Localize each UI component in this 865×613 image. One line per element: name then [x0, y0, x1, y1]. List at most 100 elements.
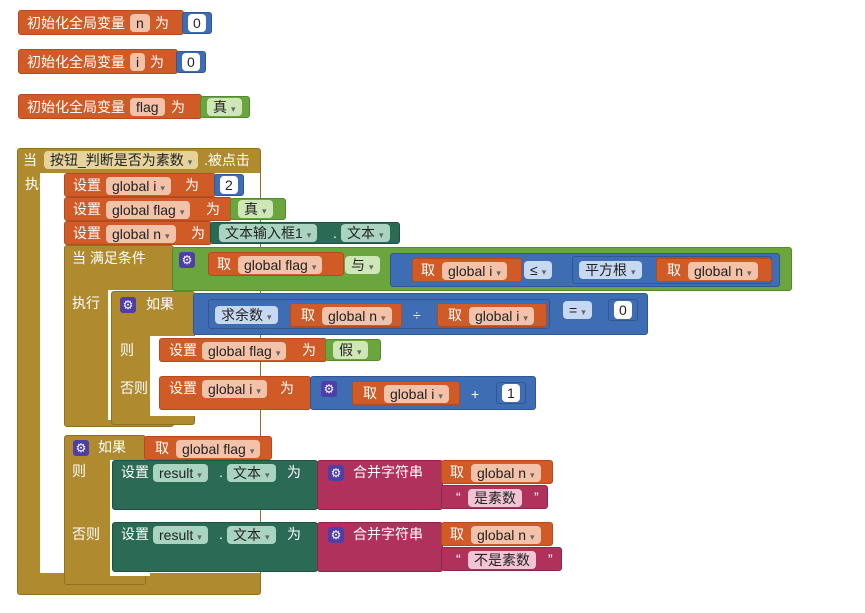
init-global-flag[interactable]: 初始化全局变量 flag 为	[18, 94, 202, 119]
set-global-i[interactable]: 设置 global i ▾ 为	[64, 173, 216, 197]
set-global-flag[interactable]: 设置 global flag ▾ 为	[159, 338, 327, 362]
init-global-n[interactable]: 初始化全局变量 n 为	[18, 10, 184, 35]
get-global-flag[interactable]: 取 global flag ▾	[208, 252, 344, 276]
get-label: 取	[450, 464, 464, 480]
equals-operator-dropdown[interactable]: = ▾	[563, 301, 592, 319]
get-global-i[interactable]: 取 global i ▾	[352, 381, 460, 405]
var-dropdown[interactable]: global n ▾	[471, 464, 541, 482]
component-dropdown[interactable]: result ▾	[153, 464, 208, 482]
init-label: 初始化全局变量	[27, 99, 125, 115]
to-label: 为	[302, 342, 316, 358]
string-value[interactable]: 不是素数	[468, 551, 536, 569]
join-label: 合并字符串	[353, 464, 423, 480]
get-global-n[interactable]: 取 global n ▾	[656, 258, 772, 282]
boolean-value[interactable]: 真 ▾	[207, 98, 242, 116]
mutator-gear-icon[interactable]: ⚙	[120, 297, 136, 313]
component-dropdown[interactable]: result ▾	[153, 526, 208, 544]
var-dropdown[interactable]: global i ▾	[469, 307, 534, 325]
join-block[interactable]: ⚙ 合并字符串	[317, 522, 443, 572]
to-label: 为	[287, 526, 301, 542]
var-dropdown[interactable]: global flag ▾	[202, 342, 287, 360]
var-dropdown[interactable]: global i ▾	[384, 385, 449, 403]
init-global-i[interactable]: 初始化全局变量 i 为	[18, 49, 178, 74]
property-dropdown[interactable]: 文本 ▾	[341, 224, 390, 242]
textbox-text-getter[interactable]: 文本输入框1 ▾ . 文本 ▾	[210, 222, 400, 244]
dot-label: .	[219, 526, 223, 542]
plus-label: +	[471, 386, 480, 402]
set-label: 设置	[73, 225, 101, 241]
boolean-block[interactable]: 真 ▾	[230, 198, 286, 220]
join-label: 合并字符串	[353, 526, 423, 542]
compare-operator-dropdown[interactable]: ≤ ▾	[524, 261, 553, 279]
number-value[interactable]: 2	[220, 176, 238, 194]
get-global-n[interactable]: 取 global n ▾	[441, 460, 553, 484]
var-dropdown[interactable]: global n ▾	[322, 307, 392, 325]
set-label: 设置	[121, 526, 149, 542]
set-global-flag[interactable]: 设置 global flag ▾ 为	[64, 197, 232, 221]
var-name-n[interactable]: n	[130, 14, 150, 32]
as-label: 为	[150, 54, 164, 70]
var-dropdown[interactable]: global i ▾	[106, 177, 171, 195]
mutator-gear-icon[interactable]: ⚙	[321, 381, 337, 397]
number-value[interactable]: 0	[182, 53, 200, 71]
property-dropdown[interactable]: 文本 ▾	[227, 526, 276, 544]
string-block[interactable]: “ 不是素数 ”	[441, 547, 562, 571]
var-name-flag[interactable]: flag	[130, 98, 165, 116]
dot-label: .	[219, 464, 223, 480]
and-operator-dropdown[interactable]: 与 ▾	[345, 256, 380, 274]
var-dropdown[interactable]: global flag ▾	[176, 440, 261, 458]
var-dropdown[interactable]: global flag ▾	[238, 256, 323, 274]
mutator-gear-icon[interactable]: ⚙	[328, 465, 344, 481]
boolean-value[interactable]: 真 ▾	[238, 200, 273, 218]
boolean-block[interactable]: 真 ▾	[200, 96, 250, 118]
get-global-i[interactable]: 取 global i ▾	[437, 303, 547, 327]
number-block[interactable]: 1	[496, 382, 526, 404]
mutator-gear-icon[interactable]: ⚙	[179, 252, 195, 268]
var-dropdown[interactable]: global n ▾	[688, 262, 758, 280]
as-label: 为	[155, 15, 169, 31]
get-global-n[interactable]: 取 global n ▾	[290, 303, 402, 327]
component-dropdown[interactable]: 文本输入框1 ▾	[219, 224, 318, 242]
set-result-text[interactable]: 设置 result ▾ . 文本 ▾ 为	[112, 460, 318, 510]
quote-open: “	[456, 551, 461, 567]
set-label: 设置	[121, 464, 149, 480]
get-global-i[interactable]: 取 global i ▾	[412, 258, 522, 282]
get-global-n[interactable]: 取 global n ▾	[441, 522, 553, 546]
set-global-n[interactable]: 设置 global n ▾ 为	[64, 221, 212, 245]
get-label: 取	[421, 262, 435, 278]
property-dropdown[interactable]: 文本 ▾	[227, 464, 276, 482]
math-function-dropdown[interactable]: 平方根 ▾	[579, 261, 642, 279]
var-dropdown[interactable]: global n ▾	[106, 225, 176, 243]
string-value[interactable]: 是素数	[468, 489, 522, 507]
as-label: 为	[171, 99, 185, 115]
var-dropdown[interactable]: global i ▾	[442, 262, 507, 280]
boolean-block[interactable]: 假 ▾	[325, 339, 381, 361]
get-global-flag[interactable]: 取 global flag ▾	[144, 436, 272, 460]
mutator-gear-icon[interactable]: ⚙	[328, 527, 344, 543]
set-label: 设置	[73, 201, 101, 217]
else-label: 否则	[72, 526, 100, 542]
to-label: 为	[206, 201, 220, 217]
number-value[interactable]: 0	[188, 14, 206, 32]
number-block[interactable]: 0	[608, 299, 638, 321]
set-global-i[interactable]: 设置 global i ▾ 为	[159, 376, 311, 410]
var-dropdown[interactable]: global i ▾	[202, 380, 267, 398]
mutator-gear-icon[interactable]: ⚙	[73, 440, 89, 456]
var-name-i[interactable]: i	[130, 53, 146, 71]
set-result-text[interactable]: 设置 result ▾ . 文本 ▾ 为	[112, 522, 318, 572]
math-op-dropdown[interactable]: 求余数 ▾	[215, 306, 278, 324]
to-label: 为	[191, 225, 205, 241]
number-value[interactable]: 0	[614, 301, 632, 319]
component-dropdown[interactable]: 按钮_判断是否为素数 ▾	[44, 151, 199, 169]
number-block[interactable]: 0	[182, 12, 212, 34]
get-label: 取	[155, 440, 169, 456]
string-block[interactable]: “ 是素数 ”	[441, 485, 548, 509]
boolean-value[interactable]: 假 ▾	[333, 341, 368, 359]
var-dropdown[interactable]: global n ▾	[471, 526, 541, 544]
then-label: 则	[72, 463, 86, 479]
number-block[interactable]: 0	[176, 51, 206, 73]
var-dropdown[interactable]: global flag ▾	[106, 201, 191, 219]
join-block[interactable]: ⚙ 合并字符串	[317, 460, 443, 510]
number-value[interactable]: 1	[502, 384, 520, 402]
number-block[interactable]: 2	[214, 174, 244, 196]
